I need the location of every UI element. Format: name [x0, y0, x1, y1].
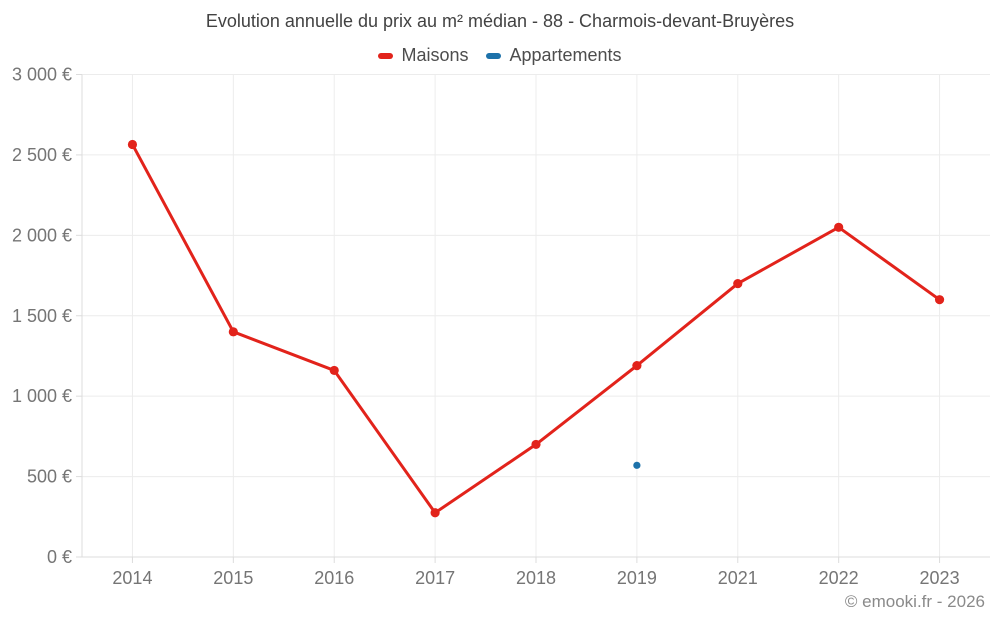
y-axis-label: 1 000 €	[12, 386, 72, 406]
data-point-appartements-2019[interactable]	[633, 461, 641, 469]
data-point-maisons-2021[interactable]	[733, 278, 743, 289]
y-axis-label: 0 €	[47, 547, 72, 567]
legend-item-maisons[interactable]: Maisons	[378, 45, 468, 66]
copyright-text: © emooki.fr - 2026	[844, 592, 985, 611]
y-axis-label: 500 €	[27, 467, 72, 487]
x-axis-label: 2022	[819, 568, 859, 588]
data-point-maisons-2016[interactable]	[329, 365, 339, 376]
x-axis-label: 2015	[213, 568, 253, 588]
x-axis-label: 2018	[516, 568, 556, 588]
appartements-legend-swatch-icon	[486, 52, 502, 59]
x-axis-label: 2016	[314, 568, 354, 588]
x-axis-label: 2019	[617, 568, 657, 588]
y-axis-label: 2 500 €	[12, 145, 72, 165]
y-axis-label: 2 000 €	[12, 225, 72, 245]
x-axis-label: 2017	[415, 568, 455, 588]
y-axis-label: 3 000 €	[12, 65, 72, 85]
data-point-maisons-2014[interactable]	[127, 139, 138, 150]
x-axis-label: 2021	[718, 568, 758, 588]
data-point-maisons-2022[interactable]	[834, 222, 844, 232]
data-point-maisons-2018[interactable]	[531, 439, 541, 450]
x-axis-label: 2014	[112, 568, 152, 588]
legend-label-appartements: Appartements	[509, 45, 622, 65]
y-axis-label: 1 500 €	[12, 306, 72, 326]
data-point-maisons-2017[interactable]	[430, 508, 440, 518]
legend-label-maisons: Maisons	[401, 45, 469, 65]
data-point-maisons-2015[interactable]	[228, 327, 238, 337]
data-point-maisons-2019[interactable]	[632, 361, 642, 371]
x-axis-label: 2023	[920, 568, 960, 588]
chart-title: Evolution annuelle du prix au m² médian …	[205, 11, 795, 31]
data-point-maisons-2023[interactable]	[934, 295, 945, 305]
legend-item-appartements[interactable]: Appartements	[486, 45, 622, 66]
maisons-legend-swatch-icon	[378, 52, 394, 59]
chart-legend: Maisons Appartements	[0, 45, 1000, 66]
